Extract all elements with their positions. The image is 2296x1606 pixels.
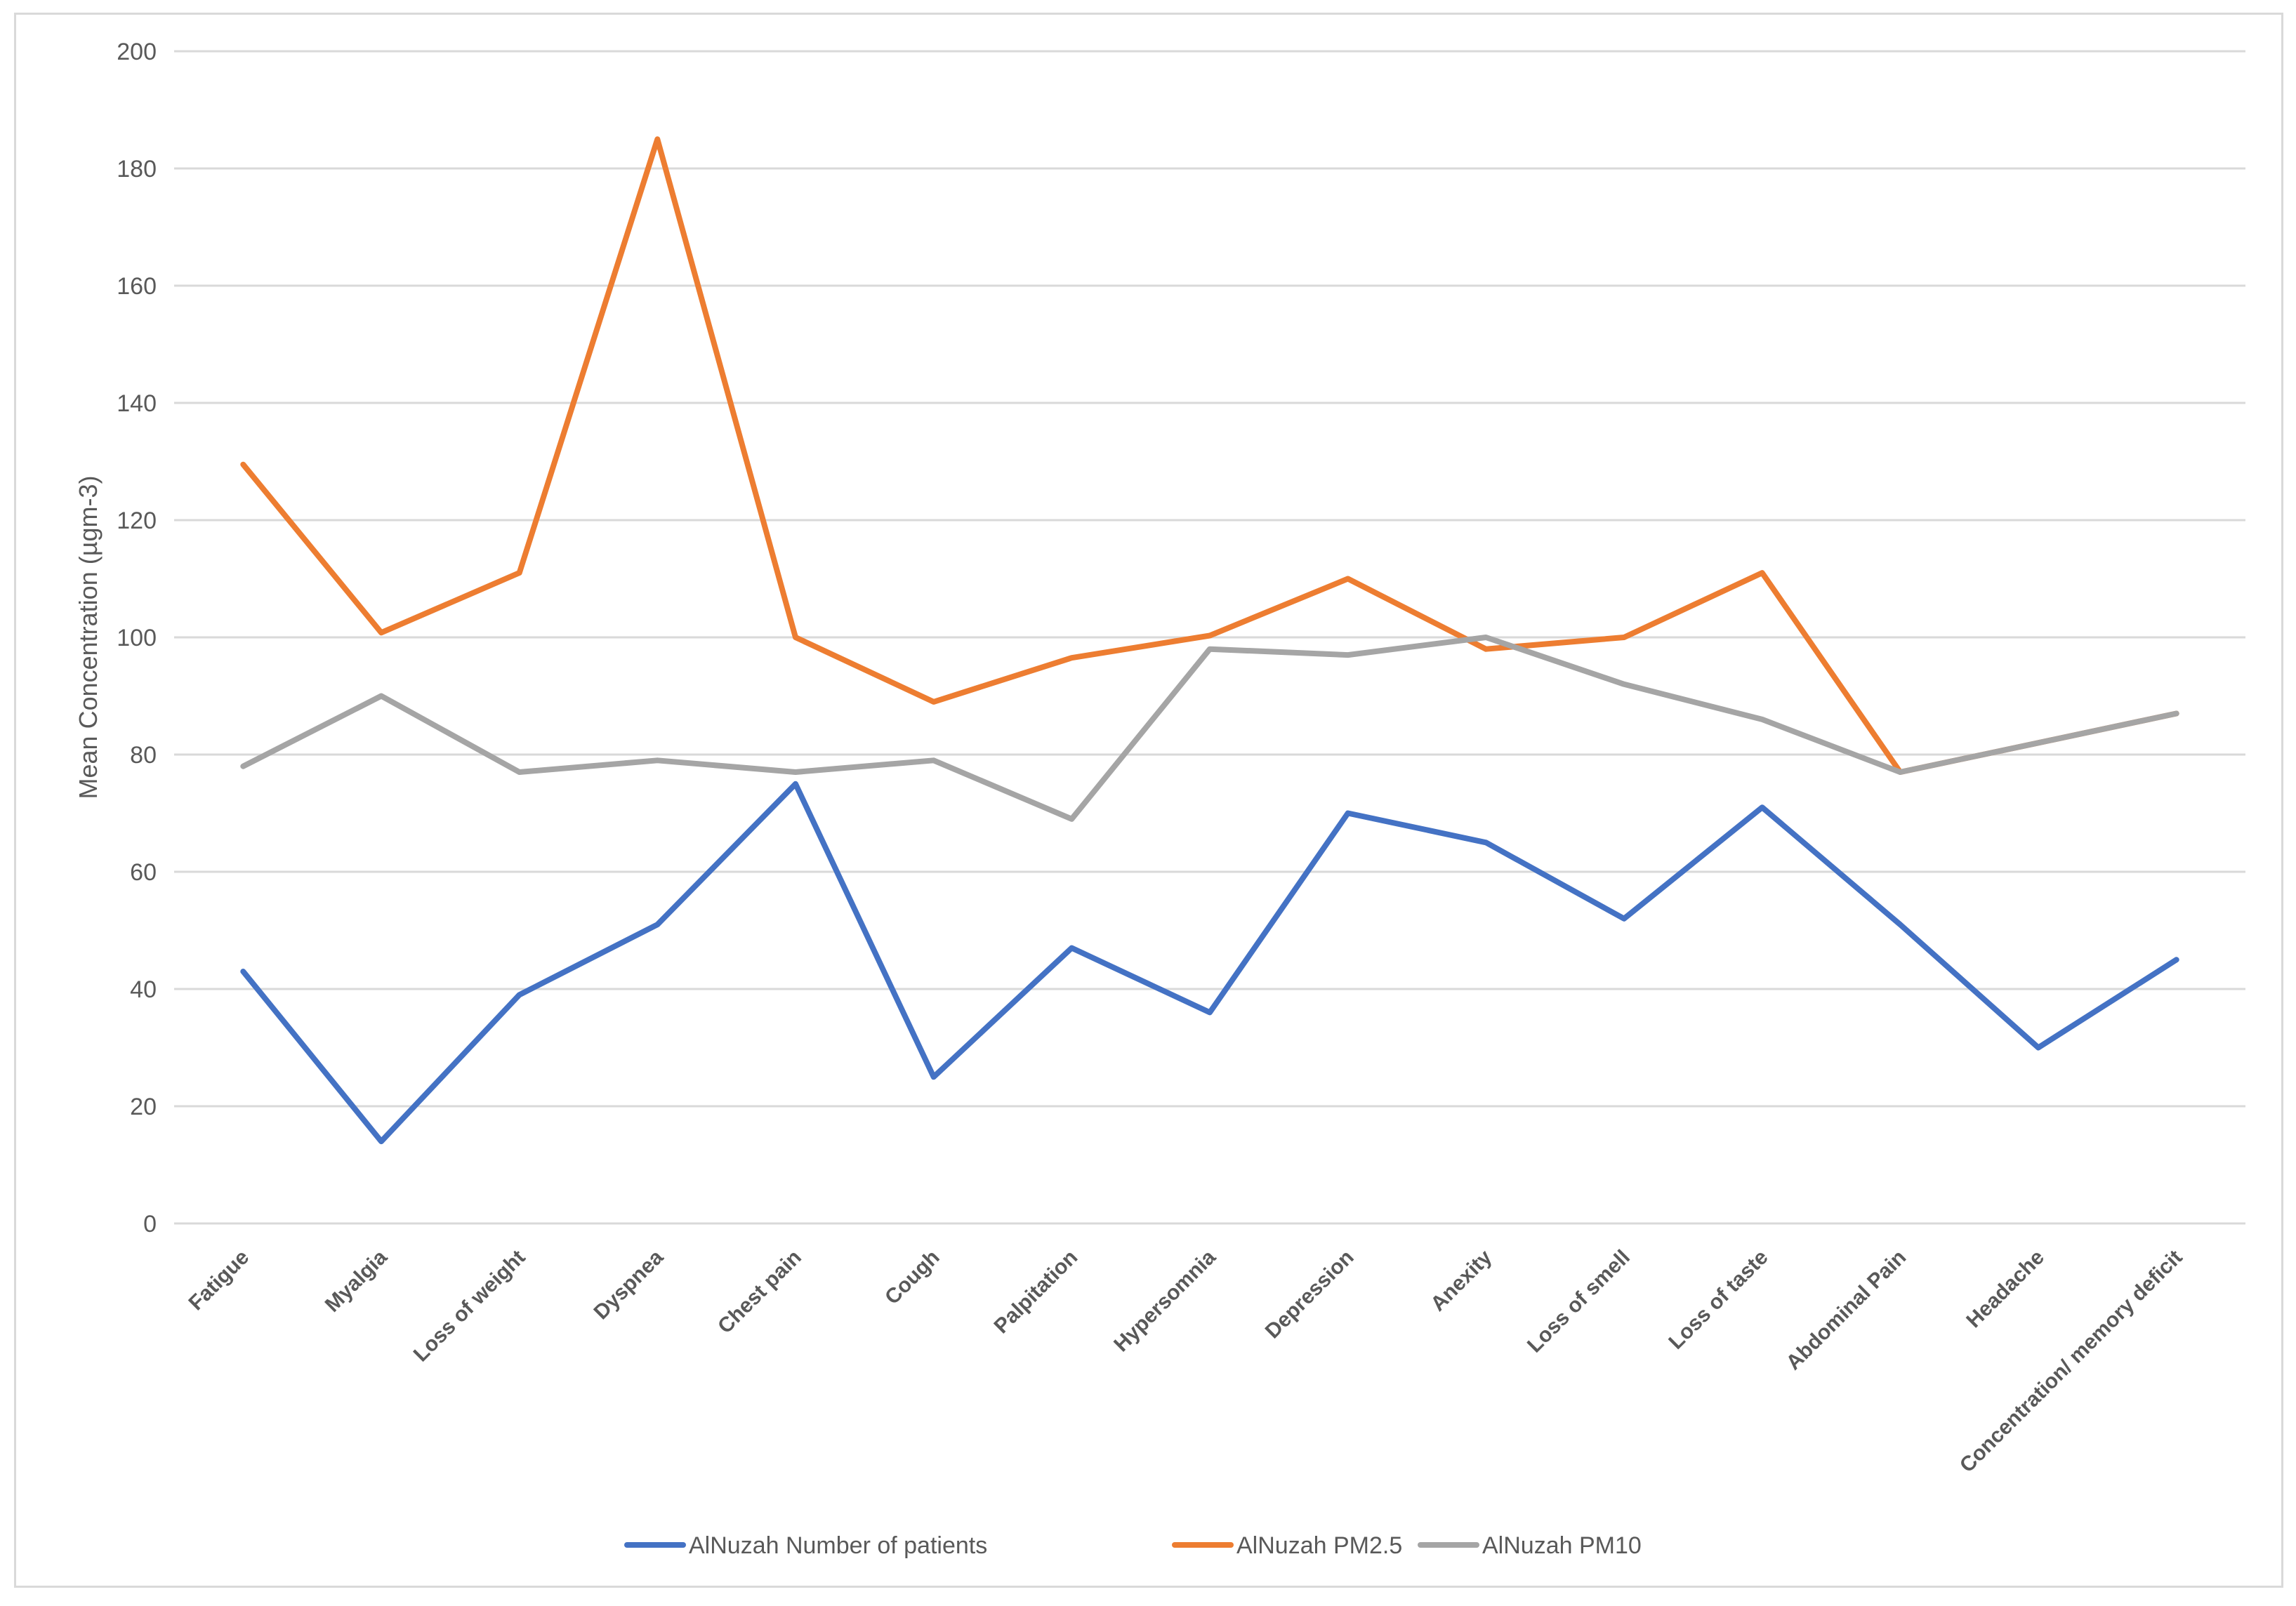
x-tick-label: Chest pain — [713, 1246, 806, 1339]
series-0 — [240, 781, 2179, 1145]
y-tick-label: 100 — [117, 625, 157, 651]
chart-frame: 0 20 40 60 80 100 120 140 160 180 200 Fatigue Myalg… — [14, 13, 2283, 1588]
y-tick-label: 20 — [130, 1094, 157, 1120]
x-tick-label: Loss of taste — [1664, 1246, 1772, 1354]
x-tick-label: Concentration/ memory deficit — [1955, 1246, 2187, 1478]
legend-item: AlNuzah PM2.5 — [1172, 1532, 1402, 1559]
y-tick-label: 120 — [117, 507, 157, 534]
x-tick-label: Hypersomnia — [1109, 1245, 1220, 1356]
y-tick-label: 200 — [117, 39, 157, 65]
y-tick-label: 0 — [143, 1211, 157, 1237]
x-tick-label: Depression — [1261, 1246, 1359, 1343]
line-chart: 0 20 40 60 80 100 120 140 160 180 200 Fatigue Myalg… — [74, 39, 2245, 1559]
series-line — [240, 781, 2179, 1145]
y-axis-ticks: 0 20 40 60 80 100 120 140 160 180 200 — [117, 39, 157, 1237]
y-tick-label: 40 — [130, 976, 157, 1003]
legend-item: AlNuzah Number of patients — [624, 1532, 987, 1559]
x-tick-label: Dyspnea — [590, 1245, 668, 1324]
series-2 — [240, 635, 2179, 822]
x-tick-label: Headache — [1962, 1246, 2049, 1333]
legend-label: AlNuzah PM10 — [1482, 1532, 1642, 1559]
y-axis-title: Mean Concentration (µgm-3) — [74, 476, 103, 799]
y-tick-label: 60 — [130, 859, 157, 886]
x-tick-label: Palpitation — [990, 1246, 1083, 1339]
legend: AlNuzah Number of patients AlNuzah PM2.5 A… — [624, 1532, 1642, 1559]
legend-item: AlNuzah PM10 — [1418, 1532, 1642, 1559]
series-line — [240, 136, 2179, 775]
y-tick-label: 140 — [117, 390, 157, 417]
legend-label: AlNuzah PM2.5 — [1236, 1532, 1402, 1559]
x-tick-label: Abdominal Pain — [1782, 1246, 1911, 1375]
x-tick-label: Anexity — [1426, 1245, 1496, 1315]
legend-label: AlNuzah Number of patients — [689, 1532, 987, 1559]
y-tick-label: 180 — [117, 156, 157, 182]
x-tick-label: Loss of smell — [1523, 1246, 1635, 1358]
x-tick-label: Myalgia — [321, 1245, 392, 1316]
x-tick-label: Fatigue — [185, 1246, 254, 1315]
y-tick-label: 160 — [117, 273, 157, 300]
x-tick-label: Loss of weight — [409, 1246, 530, 1367]
y-tick-label: 80 — [130, 742, 157, 769]
series-1 — [240, 136, 2179, 775]
x-tick-label: Cough — [880, 1246, 944, 1309]
x-axis-ticks: Fatigue Myalgia Loss of weight Dyspnea Chest… — [185, 1245, 2187, 1477]
series-line — [240, 635, 2179, 822]
series-lines — [240, 136, 2179, 1145]
